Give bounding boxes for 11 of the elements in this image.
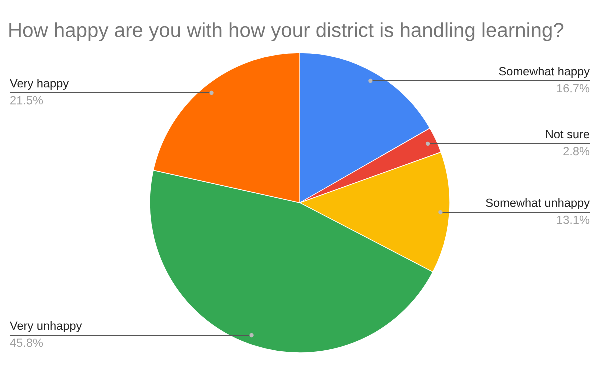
slice-label: Not sure xyxy=(546,130,590,139)
slice-label: Somewhat happy xyxy=(499,66,590,78)
slice-label: Very happy xyxy=(10,79,70,90)
slice-label: Somewhat unhappy xyxy=(486,198,590,210)
chart-title: How happy are you with how your district is handling learning? xyxy=(10,22,564,42)
slice-label: Very unhappy xyxy=(10,321,82,332)
data-label: 2.8% xyxy=(564,147,590,156)
data-label: 16.7% xyxy=(557,84,590,93)
data-label: 13.1% xyxy=(557,216,590,224)
data-label: 21.5% xyxy=(10,96,44,105)
data-label: 45.8% xyxy=(10,338,44,348)
